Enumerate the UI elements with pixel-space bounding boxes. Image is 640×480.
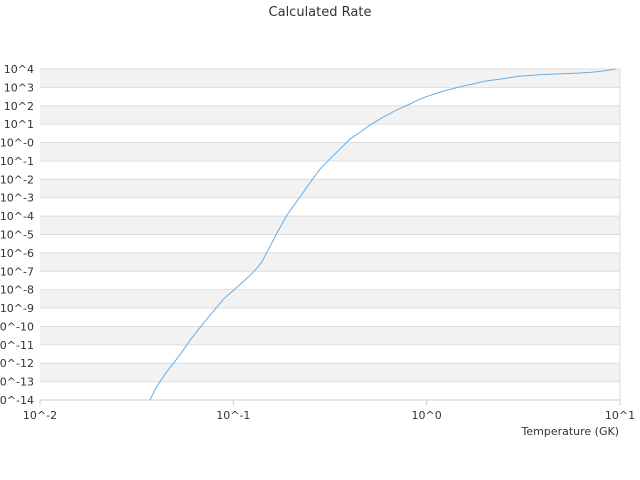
y-tick-label: 10^-0 — [0, 137, 34, 150]
y-axis-ticks: 10^4 10^3 10^2 10^1 10^-0 10^-1 10^-2 10^-3 10^-… — [0, 63, 34, 407]
y-tick-label: 10^-13 — [0, 376, 34, 389]
y-tick-label: 10^1 — [4, 118, 34, 131]
y-tick-label: 10^-10 — [0, 320, 34, 333]
y-tick-label: 10^4 — [4, 63, 34, 76]
y-tick-label: 10^-2 — [0, 173, 34, 186]
grid-band — [40, 105, 620, 125]
grid-band — [40, 252, 620, 272]
y-tick-label: 10^-7 — [0, 265, 34, 278]
x-axis-label: Temperature (GK) — [521, 425, 620, 438]
gridlines — [39, 68, 621, 405]
y-tick-label: 10^-14 — [0, 394, 34, 407]
x-tick-label: 10^1 — [605, 409, 635, 422]
grid-band — [40, 216, 620, 235]
y-tick-label: 10^-4 — [0, 210, 34, 223]
y-tick-label: 10^-8 — [0, 284, 34, 297]
grid-band — [40, 179, 620, 198]
x-tick-label: 10^-1 — [216, 409, 250, 422]
x-tick-label: 10^0 — [412, 409, 442, 422]
y-tick-label: 10^-12 — [0, 357, 34, 370]
grid-band — [40, 289, 620, 309]
y-tick-label: 10^2 — [4, 100, 34, 113]
rate-series-line — [149, 68, 616, 401]
y-tick-label: 10^-5 — [0, 229, 34, 242]
grid-bands — [40, 69, 620, 382]
grid-band — [40, 142, 620, 161]
y-tick-label: 10^-6 — [0, 247, 34, 260]
x-tick-label: 10^-2 — [23, 409, 57, 422]
y-tick-label: 10^-1 — [0, 155, 34, 168]
x-axis-ticks: 10^-2 10^-1 10^0 10^1 — [23, 409, 635, 422]
chart-title: Calculated Rate — [269, 5, 372, 20]
y-tick-label: 10^3 — [4, 81, 34, 94]
y-tick-label: 10^-11 — [0, 339, 34, 352]
y-tick-label: 10^-3 — [0, 192, 34, 205]
grid-band — [40, 69, 620, 88]
plot-area — [149, 68, 616, 401]
grid-band — [40, 363, 620, 382]
grid-band — [40, 326, 620, 345]
y-tick-label: 10^-9 — [0, 302, 34, 315]
